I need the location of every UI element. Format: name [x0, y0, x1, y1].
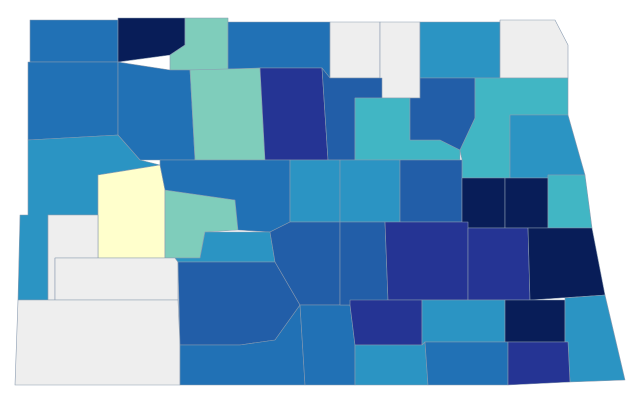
county-region — [299, 304, 356, 386]
county-region — [419, 21, 501, 79]
county-region — [424, 341, 509, 386]
county-region — [421, 299, 506, 346]
county-region — [507, 341, 571, 386]
county-region — [117, 61, 196, 161]
county-region — [564, 294, 626, 383]
county-region — [14, 299, 181, 386]
county-region — [27, 61, 119, 141]
county-region — [461, 177, 506, 229]
county-region — [339, 221, 389, 306]
county-region — [354, 341, 429, 386]
county-region — [399, 159, 463, 223]
county-region — [259, 67, 329, 161]
county-region — [379, 21, 421, 99]
county-region — [527, 227, 606, 301]
county-region — [467, 227, 531, 301]
county-region — [97, 164, 166, 259]
county-region — [189, 67, 266, 161]
county-region — [349, 299, 423, 346]
county-region — [499, 19, 569, 79]
county-region — [289, 159, 341, 223]
county-region — [504, 177, 549, 229]
county-region — [384, 221, 469, 301]
county-region — [504, 299, 566, 343]
county-region — [29, 19, 119, 63]
county-region — [509, 114, 586, 179]
county-region — [54, 257, 179, 301]
county-region — [329, 21, 381, 79]
county-region — [339, 159, 401, 223]
county-region — [547, 174, 593, 229]
